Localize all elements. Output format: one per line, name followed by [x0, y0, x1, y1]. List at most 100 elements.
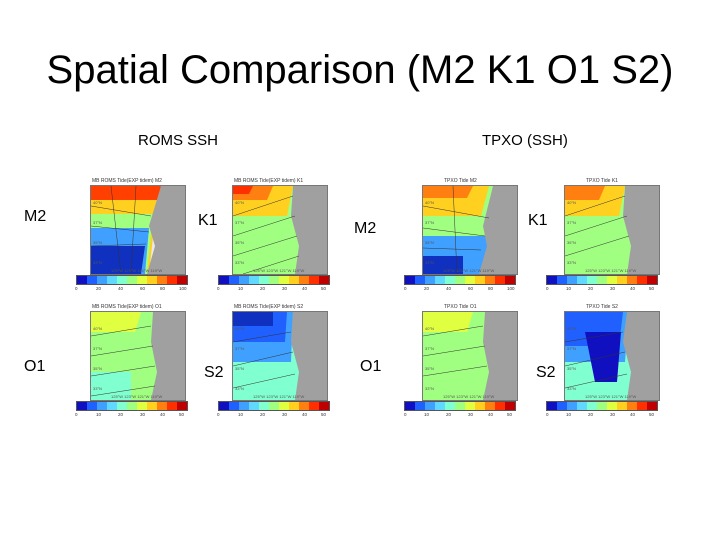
roms-ssh-header: ROMS SSH — [138, 132, 219, 149]
colorbar-swatch — [435, 276, 445, 284]
coastline-land — [483, 312, 517, 400]
colorbar-swatch — [167, 276, 177, 284]
lat-label: 40°N — [93, 200, 102, 205]
tide-map: 40°N 37°N 35°N 33°N 125°W 123°W 121°W 11… — [232, 311, 328, 401]
tide-map: 40°N 37°N 35°N 33°N 125°W 123°W 121°W 11… — [422, 311, 518, 401]
colorbar-swatch — [567, 276, 577, 284]
colorbar-swatch — [415, 276, 425, 284]
colorbar-swatch — [117, 402, 127, 410]
colorbar-swatch — [177, 276, 187, 284]
colorbar-swatch — [299, 276, 309, 284]
tide-field — [565, 186, 659, 274]
colorbar-swatch — [289, 276, 299, 284]
tick: 60 — [140, 286, 146, 291]
colorbar-swatch — [567, 402, 577, 410]
lat-label: 37°N — [235, 346, 244, 351]
tick: 20 — [260, 412, 266, 417]
coastline-land — [291, 186, 327, 274]
lat-label: 33°N — [425, 386, 434, 391]
tick: 40 — [302, 412, 308, 417]
colorbar-swatch — [127, 402, 137, 410]
tide-map: 40°N 37°N 35°N 33°N 125°W 123°W 121°W 11… — [90, 185, 186, 275]
colorbar-swatch — [435, 402, 445, 410]
colorbar-swatch — [107, 402, 117, 410]
tick: 30 — [468, 412, 474, 417]
lat-label: 33°N — [425, 260, 434, 265]
tick: 20 — [588, 412, 594, 417]
lat-label: 35°N — [425, 366, 434, 371]
panel-title: MB ROMS Tide(EXP tidem) S2 — [234, 304, 304, 310]
colorbar-swatch — [607, 276, 617, 284]
tick: 10 — [238, 286, 244, 291]
colorbar-swatch — [259, 402, 269, 410]
colorbar — [404, 401, 516, 411]
colorbar-swatch — [547, 402, 557, 410]
tick: 50 — [649, 412, 655, 417]
tick: 10 — [566, 286, 572, 291]
colorbar-swatch — [229, 276, 239, 284]
colorbar-swatch — [577, 276, 587, 284]
lon-labels: 125°W 123°W 121°W 119°W — [111, 268, 163, 273]
lat-label: 37°N — [235, 220, 244, 225]
lat-label: 35°N — [567, 240, 576, 245]
colorbar-swatch — [147, 402, 157, 410]
colorbar-swatch — [117, 276, 127, 284]
tide-field — [91, 186, 185, 274]
lon-labels: 125°W 123°W 121°W 119°W — [585, 268, 637, 273]
tick: 20 — [118, 412, 124, 417]
colorbar-swatch — [557, 276, 567, 284]
colorbar-swatch — [219, 276, 229, 284]
colorbar-swatch — [269, 402, 279, 410]
colorbar-swatch — [637, 402, 647, 410]
colorbar-swatch — [97, 276, 107, 284]
colorbar-swatch — [137, 276, 147, 284]
colorbar-swatch — [607, 402, 617, 410]
tick: 10 — [566, 412, 572, 417]
lat-label: 40°N — [567, 200, 576, 205]
colorbar-swatch — [405, 276, 415, 284]
tick: 0 — [217, 286, 220, 291]
colorbar-swatch — [319, 276, 329, 284]
tide-map: 40°N 37°N 35°N 33°N 125°W 123°W 121°W 11… — [90, 311, 186, 401]
lat-label: 37°N — [425, 346, 434, 351]
colorbar-swatch — [415, 402, 425, 410]
tide-map: 40°N 37°N 35°N 33°N 125°W 123°W 121°W 11… — [564, 311, 660, 401]
coastline-land — [147, 186, 185, 274]
colorbar-swatch — [77, 276, 87, 284]
colorbar — [76, 401, 188, 411]
lat-label: 33°N — [235, 260, 244, 265]
tide-map: 40°N 37°N 35°N 33°N 125°W 123°W 121°W 11… — [564, 185, 660, 275]
colorbar-swatch — [455, 402, 465, 410]
colorbar-swatch — [627, 276, 637, 284]
colorbar-swatch — [587, 402, 597, 410]
lat-label: 33°N — [235, 386, 244, 391]
tick: 10 — [96, 412, 102, 417]
colorbar-swatch — [405, 402, 415, 410]
panel-title: TPXO Tide M2 — [444, 178, 477, 184]
panel-title: TPXO Tide K1 — [586, 178, 618, 184]
tick: 50 — [507, 412, 513, 417]
colorbar-swatch — [475, 276, 485, 284]
colorbar-swatch — [465, 276, 475, 284]
colorbar-swatch — [637, 276, 647, 284]
lat-label: 33°N — [93, 386, 102, 391]
colorbar-swatch — [617, 402, 627, 410]
lat-label: 33°N — [567, 386, 576, 391]
tick: 80 — [160, 286, 166, 291]
colorbar-swatch — [495, 276, 505, 284]
colorbar-swatch — [617, 276, 627, 284]
tick: 30 — [610, 286, 616, 291]
colorbar-swatch — [627, 402, 637, 410]
colorbar-swatch — [87, 276, 97, 284]
tick: 0 — [75, 286, 78, 291]
lon-labels: 125°W 123°W 121°W 119°W — [443, 394, 495, 399]
colorbar-swatch — [127, 276, 137, 284]
lat-label: 40°N — [425, 200, 434, 205]
lat-label: 40°N — [93, 326, 102, 331]
colorbar-swatch — [259, 276, 269, 284]
tpxo-ssh-header: TPXO (SSH) — [482, 132, 568, 149]
colorbar — [218, 275, 330, 285]
colorbar-swatch — [557, 402, 567, 410]
colorbar-swatch — [77, 402, 87, 410]
colorbar-swatch — [475, 402, 485, 410]
